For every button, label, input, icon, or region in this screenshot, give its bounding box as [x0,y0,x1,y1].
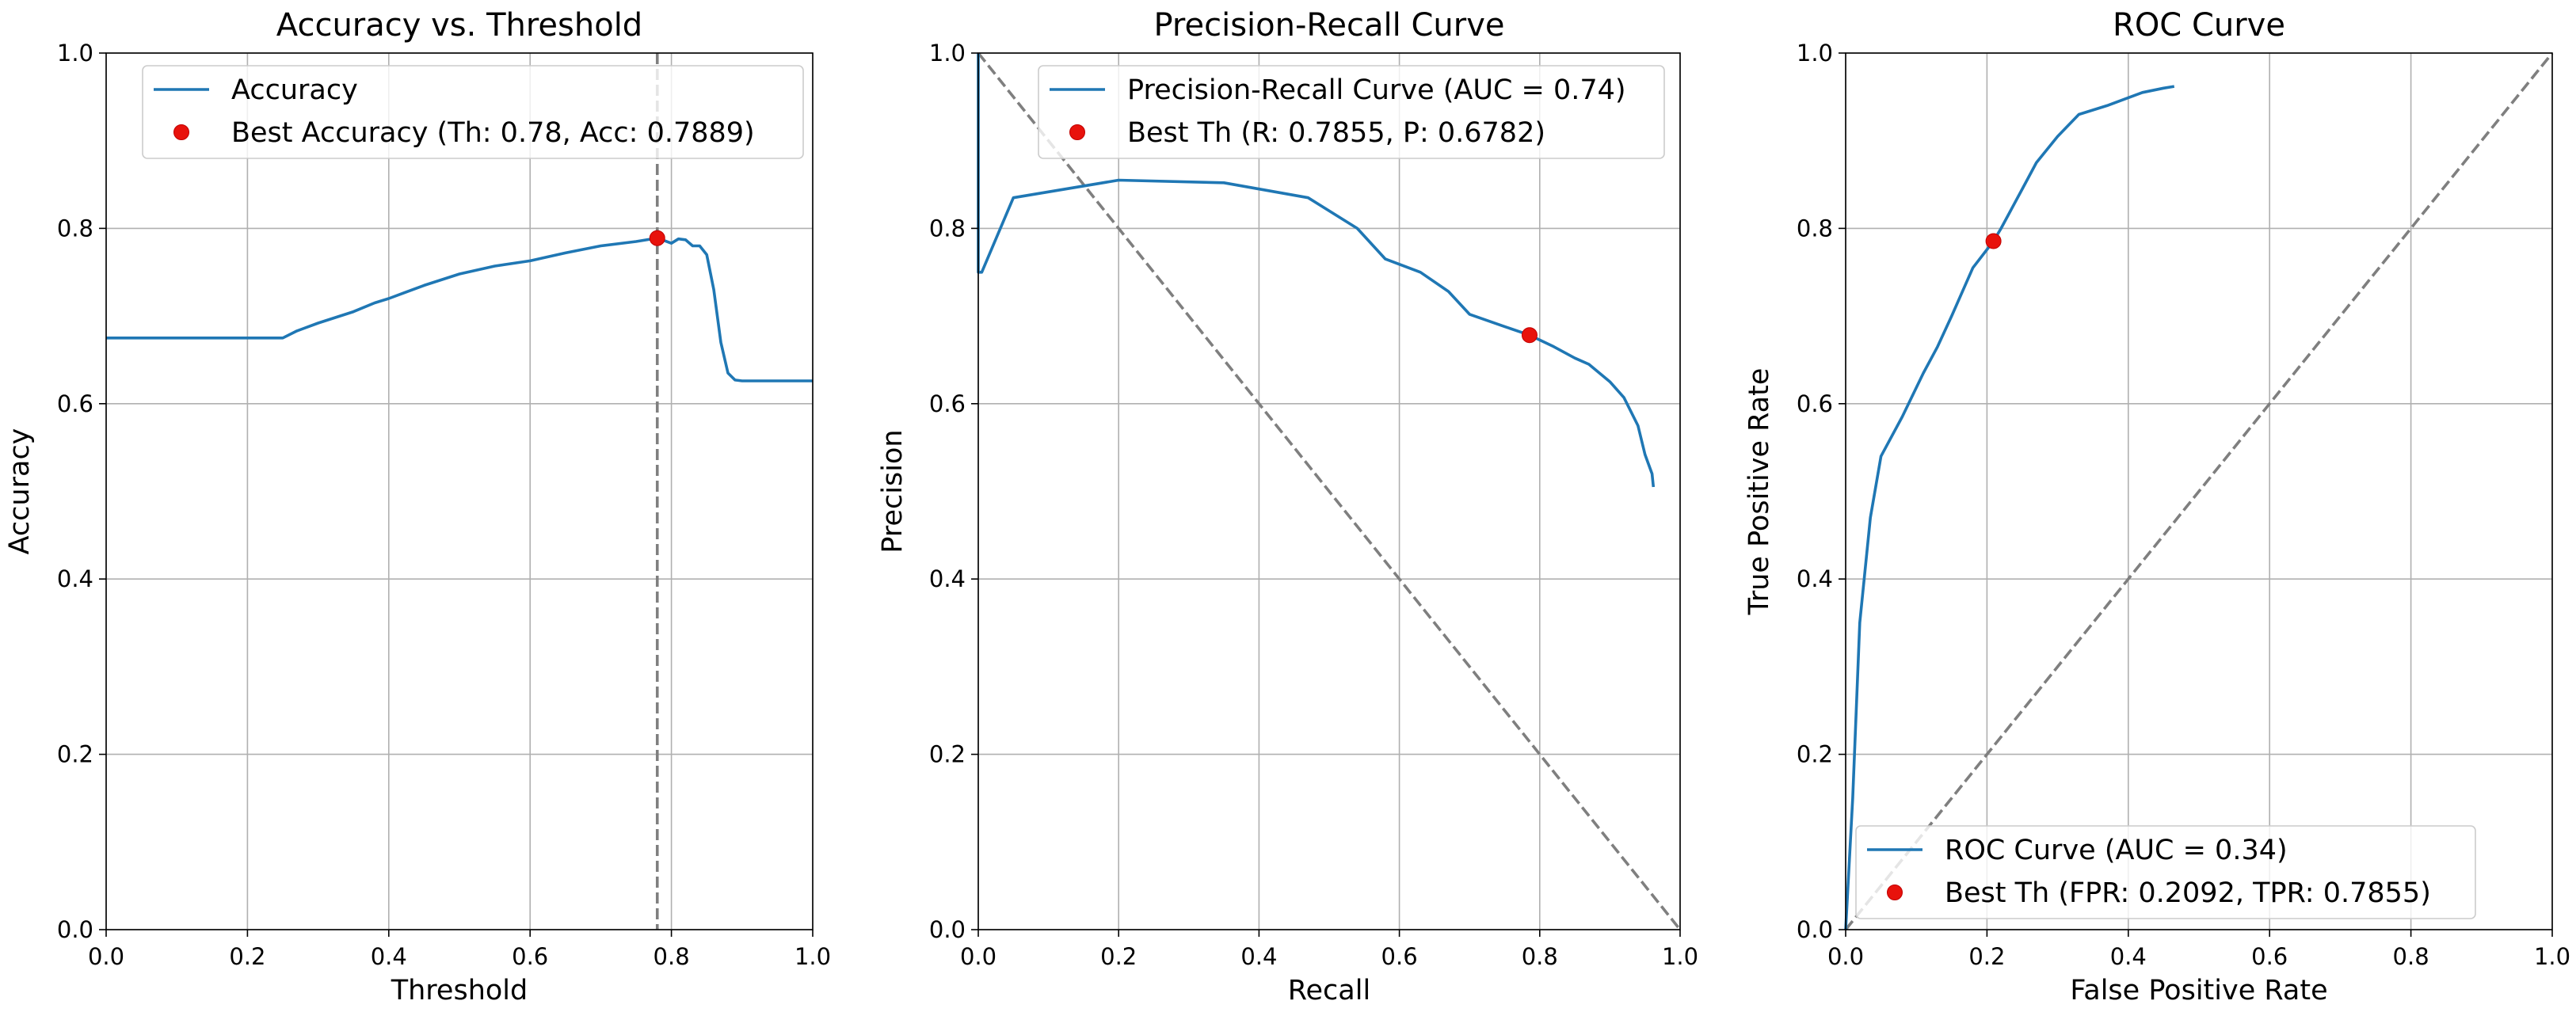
x-tick-label: 1.0 [795,943,831,970]
x-tick-label: 0.2 [229,943,265,970]
x-axis-label: False Positive Rate [2070,975,2327,1006]
x-tick-label: 0.2 [1100,943,1137,970]
y-tick-label: 1.0 [57,40,93,67]
chart-title: Accuracy vs. Threshold [276,7,642,44]
legend-marker-swatch [1069,124,1085,140]
best-point-marker [1985,233,2002,249]
y-axis-label: Accuracy [4,428,36,555]
y-tick-label: 1.0 [929,40,966,67]
y-tick-label: 0.8 [57,215,93,242]
x-tick-label: 0.4 [2110,943,2147,970]
legend-box [142,65,804,159]
legend-marker-swatch [173,124,189,140]
y-tick-label: 0.6 [1797,390,1833,417]
x-tick-label: 0.6 [512,943,548,970]
axes-frame [105,52,814,930]
axes-frame [1845,52,2553,930]
legend-entry-series: Precision-Recall Curve (AUC = 0.74) [1127,74,1626,106]
best-point-marker [649,230,665,246]
reference-diagonal [977,51,1682,931]
legend-entry-best: Best Th (FPR: 0.2092, TPR: 0.7855) [1945,877,2431,909]
legend-box [1855,825,2476,919]
y-tick-label: 0.4 [1797,565,1833,592]
y-tick-label: 0.0 [57,916,93,943]
y-tick-label: 0.4 [929,565,966,592]
legend-entry-best: Best Accuracy (Th: 0.78, Acc: 0.7889) [231,117,755,149]
y-axis-label: Precision [877,429,909,553]
y-tick-label: 0.8 [929,215,966,242]
y-tick-label: 0.6 [929,390,966,417]
legend-entry-best: Best Th (R: 0.7855, P: 0.6782) [1127,117,1545,149]
legend-box [1038,65,1665,159]
x-tick-label: 0.8 [2393,943,2429,970]
legend: Precision-Recall Curve (AUC = 0.74) Best … [1038,65,1665,159]
y-tick-label: 0.2 [1797,741,1833,768]
legend-marker-swatch [1887,885,1903,900]
x-tick-label: 1.0 [2534,943,2570,970]
best-point-marker [1521,327,1538,344]
x-tick-label: 0.0 [1827,943,1864,970]
y-tick-label: 1.0 [1797,40,1833,67]
axes-frame [977,52,1681,930]
y-tick-label: 0.0 [1797,916,1833,943]
x-tick-label: 0.4 [1240,943,1277,970]
y-tick-label: 0.2 [57,741,93,768]
x-axis-label: Recall [1288,975,1370,1006]
precision-recall-panel: 0.0 0.2 0.4 0.6 0.8 1.0 0.0 0.2 0.4 0.6 0.8 1.0 Prec… [877,7,1698,1006]
chart-title: Precision-Recall Curve [1154,7,1505,44]
roc-panel: 0.0 0.2 0.4 0.6 0.8 1.0 0.0 0.2 0.4 0.6 0.8 1.0 ROC … [1743,7,2570,1006]
x-tick-label: 0.4 [371,943,407,970]
legend-entry-series: Accuracy [231,74,358,106]
x-tick-label: 1.0 [1662,943,1698,970]
series-line [1844,85,2175,930]
x-tick-label: 0.2 [1968,943,2005,970]
y-tick-label: 0.0 [929,916,966,943]
x-tick-label: 0.6 [2251,943,2288,970]
x-tick-label: 0.8 [1522,943,1558,970]
x-axis-label: Threshold [391,975,528,1006]
y-tick-label: 0.2 [929,741,966,768]
y-tick-label: 0.6 [57,390,93,417]
x-tick-label: 0.0 [960,943,996,970]
reference-diagonal [1844,51,2554,931]
legend-entry-series: ROC Curve (AUC = 0.34) [1945,835,2288,866]
legend: ROC Curve (AUC = 0.34) Best Th (FPR: 0.20… [1855,825,2476,919]
x-tick-label: 0.8 [654,943,690,970]
y-axis-label: True Positive Rate [1743,368,1775,616]
series-line [106,236,813,382]
y-tick-label: 0.8 [1797,215,1833,242]
y-tick-label: 0.4 [57,565,93,592]
legend: Accuracy Best Accuracy (Th: 0.78, Acc: 0.… [142,65,804,159]
x-tick-label: 0.6 [1381,943,1418,970]
x-tick-label: 0.0 [88,943,124,970]
accuracy-threshold-panel: 0.0 0.2 0.4 0.6 0.8 1.0 0.0 0.2 0.4 0.6 0.8 1.0 Accu… [4,7,831,1006]
chart-title: ROC Curve [2113,7,2285,44]
series-line [977,53,1656,488]
